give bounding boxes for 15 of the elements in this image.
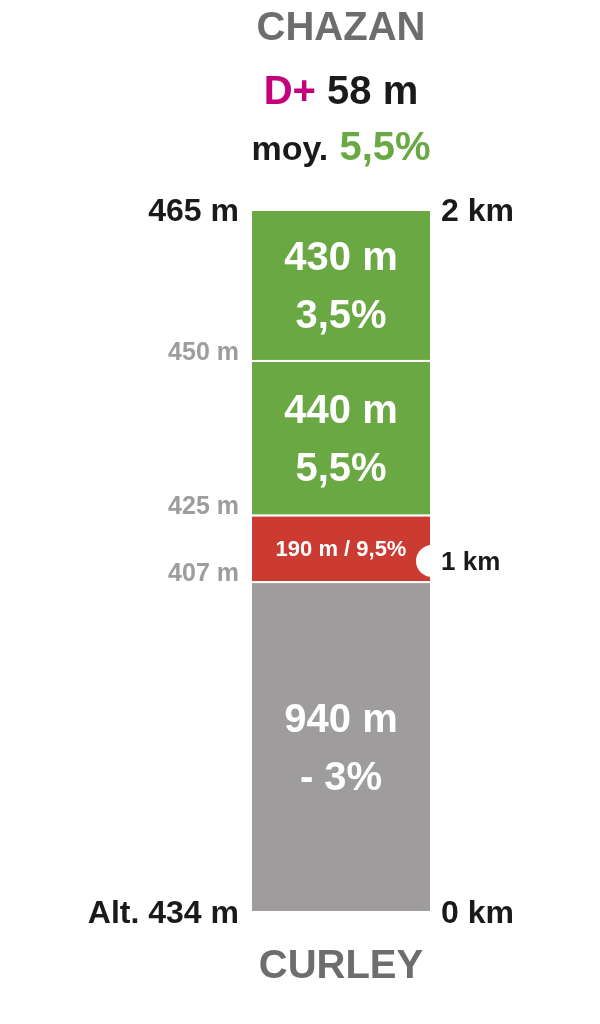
annotation: 190 m / 9,5%: [275, 536, 407, 562]
text: 407 m: [168, 558, 239, 587]
y-tick-label: 2 km: [441, 192, 514, 228]
annotation: 430 m 3,5%: [284, 234, 398, 337]
x-axis-title: CURLEY: [258, 942, 424, 986]
y-tick-label: 1 km: [441, 546, 501, 576]
text: Alt. 434 m: [87, 894, 239, 930]
text: 425 m: [168, 491, 239, 520]
chart-title: CHAZAN: [256, 4, 426, 48]
text: 450 m: [168, 336, 239, 365]
annotation: 940 m - 3%: [284, 696, 398, 799]
text: D+ 58 m moy. 5,5%: [251, 68, 431, 168]
y-tick-label: 0 km: [441, 894, 514, 930]
annotation: 440 m 5,5%: [284, 387, 398, 490]
text: 465 m: [148, 192, 239, 228]
